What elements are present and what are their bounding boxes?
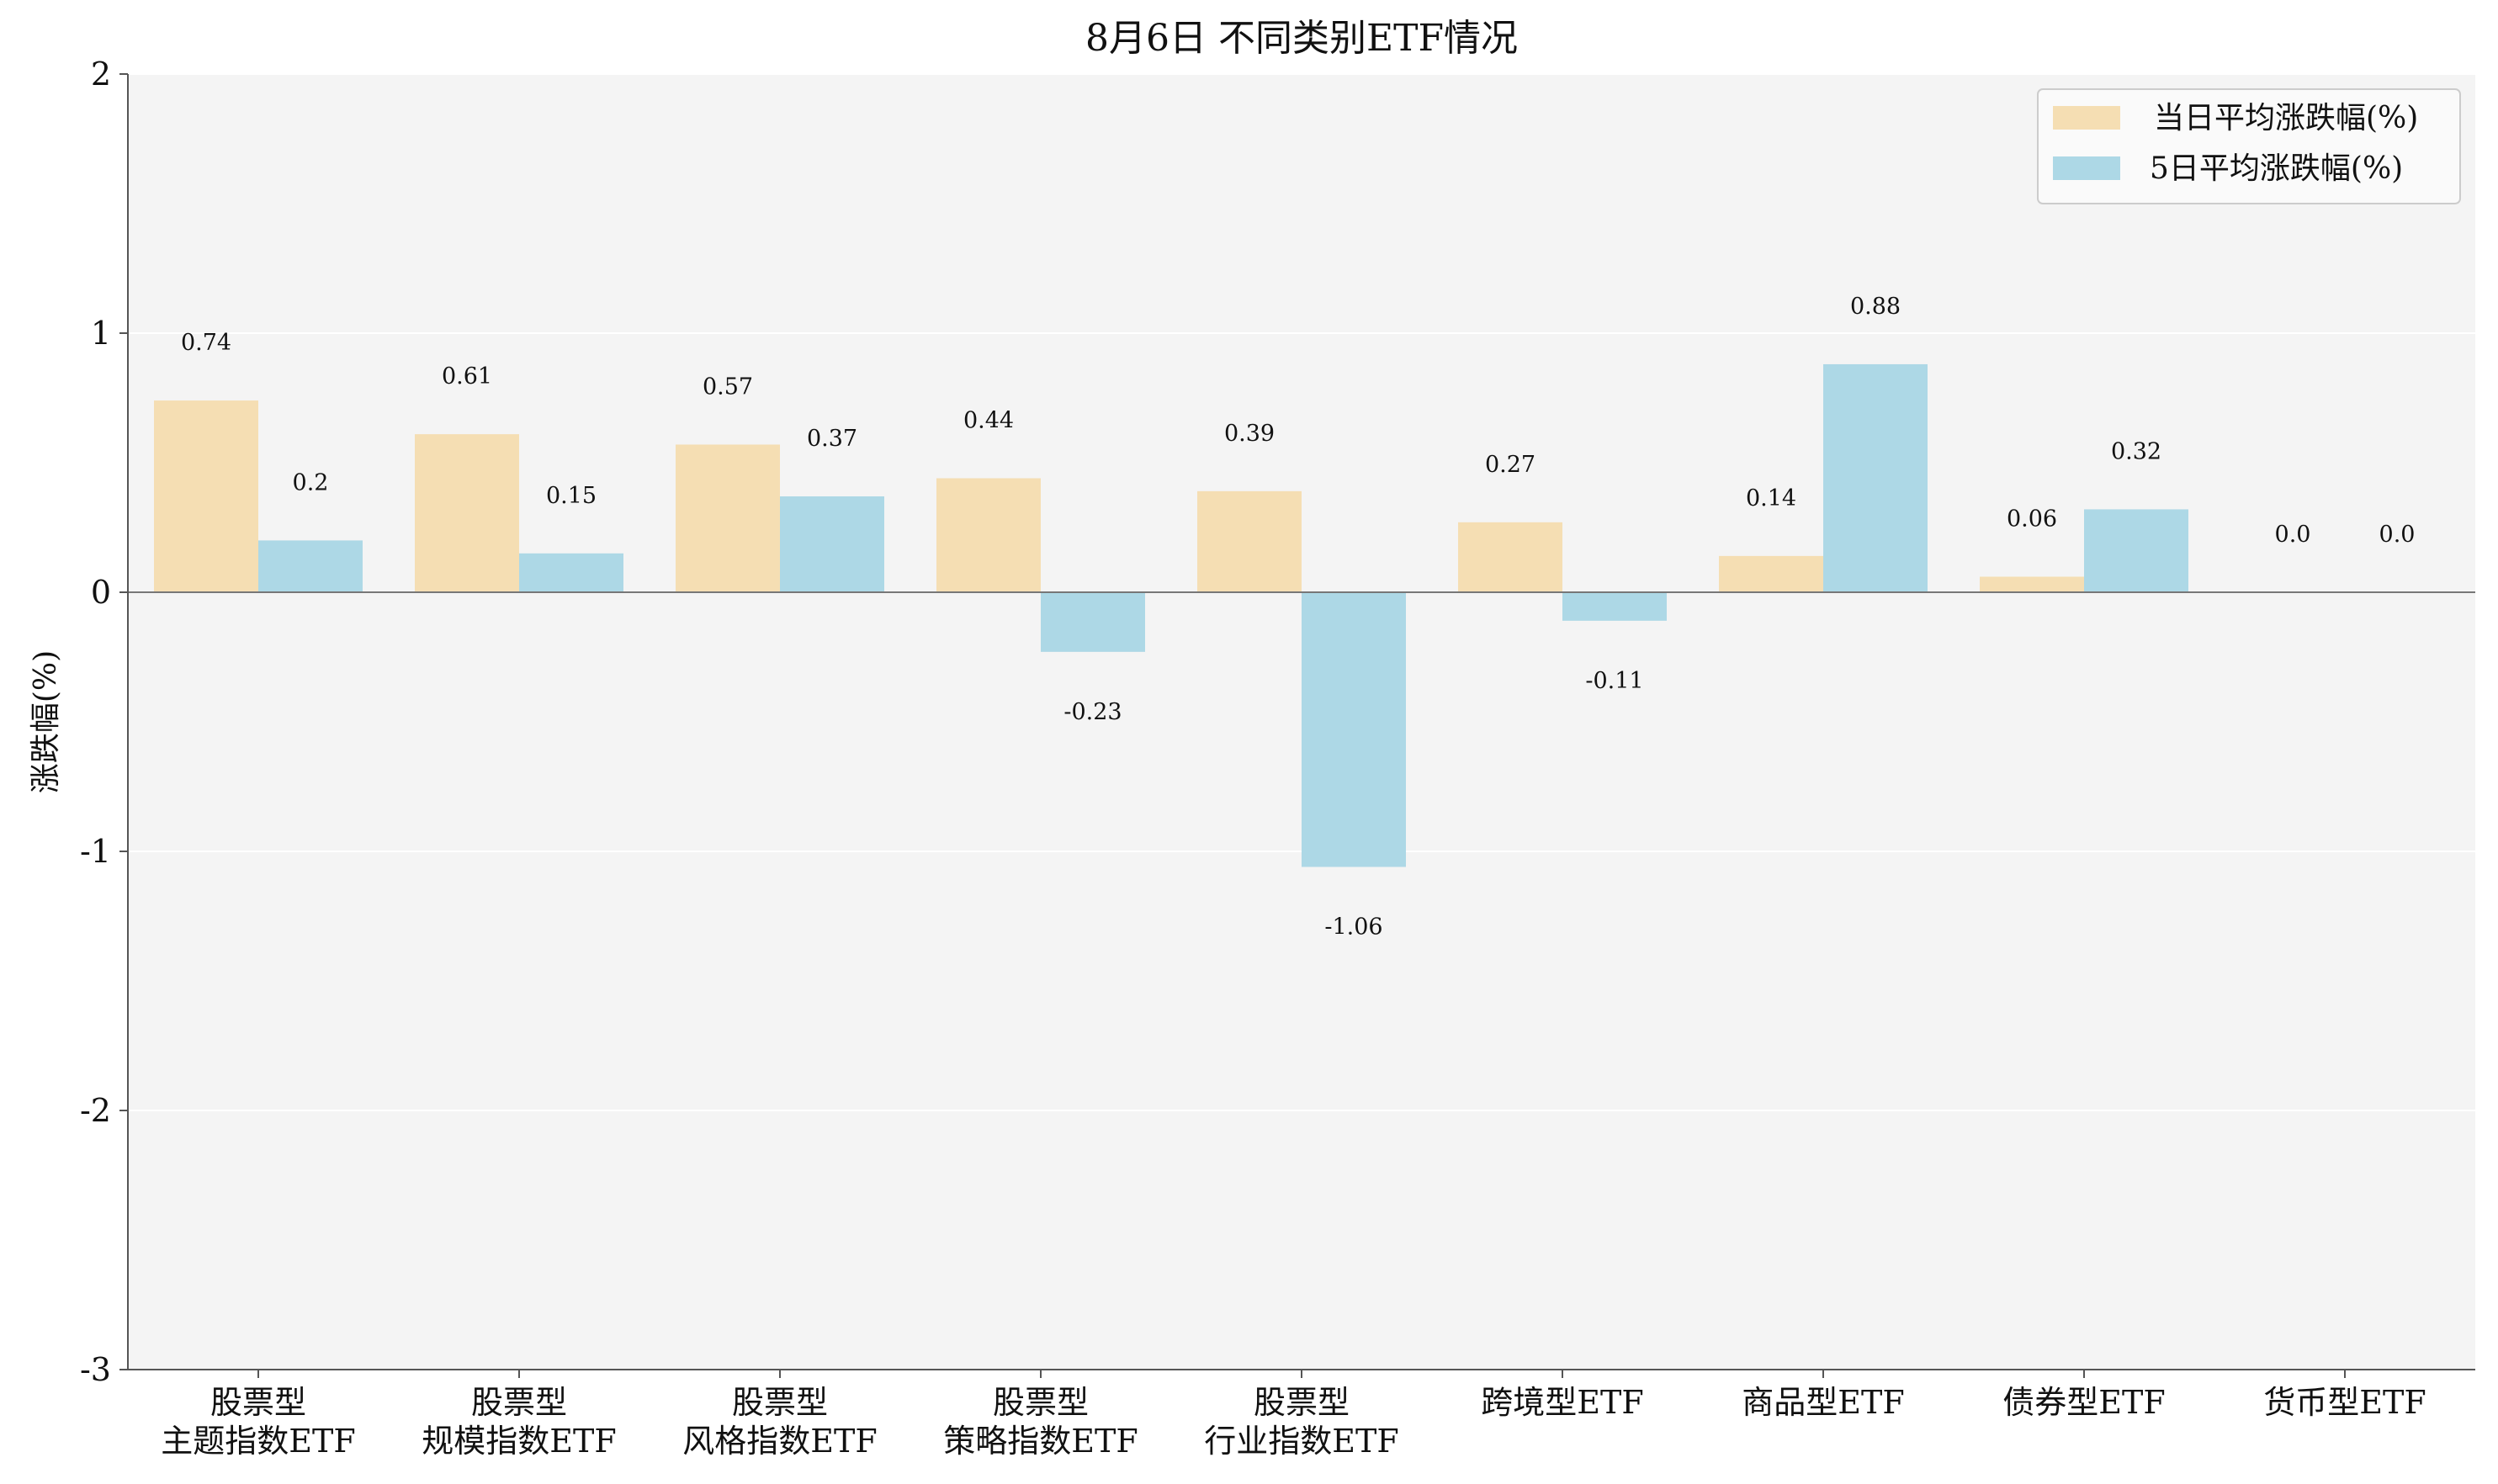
data-label: 0.06 (2007, 506, 2057, 533)
bar-daily (1458, 522, 1562, 592)
y-axis-label: 涨跌幅(%) (29, 650, 63, 793)
bar-5day (1823, 363, 1928, 592)
y-ticks: -3 -2 -1 0 1 2 (80, 56, 128, 1388)
legend-label-5day: 5日平均涨跌幅(%) (2150, 151, 2403, 186)
y-tick-label: 2 (91, 56, 111, 93)
bar-daily (1197, 490, 1302, 592)
x-tick-label: 跨境型ETF (1481, 1384, 1643, 1421)
bar-5day (1302, 592, 1406, 867)
data-label: 0.88 (1850, 294, 1901, 320)
bar-5day (258, 540, 363, 592)
bar-daily (415, 434, 519, 592)
data-label: -1.06 (1324, 914, 1382, 940)
bar-5day (1041, 592, 1145, 652)
y-tick-label: -2 (80, 1092, 111, 1129)
legend-box (2037, 88, 2461, 204)
x-tick-label: 货币型ETF (2263, 1384, 2426, 1421)
x-tick-label: 主题指数ETF (161, 1423, 355, 1460)
data-label: 0.0 (2275, 522, 2311, 548)
data-label: 0.32 (2111, 438, 2161, 464)
data-label: 0.0 (2379, 522, 2416, 548)
x-tick-label: 股票型 (993, 1384, 1089, 1421)
data-label: 0.15 (546, 483, 597, 509)
data-label: 0.39 (1224, 421, 1275, 447)
y-tick-label: 1 (91, 315, 111, 352)
bar-daily (154, 400, 258, 592)
data-label: 0.44 (963, 407, 1014, 433)
chart-title: 8月6日 不同类别ETF情况 (1085, 17, 1518, 60)
x-tick-label: 行业指数ETF (1204, 1423, 1398, 1460)
bar-5day (1562, 592, 1667, 621)
x-tick-label: 债券型ETF (2002, 1384, 2165, 1421)
data-label: -0.23 (1063, 699, 1122, 725)
x-tick-label: 规模指数ETF (422, 1423, 616, 1460)
x-tick-label: 商品型ETF (1742, 1384, 1904, 1421)
y-tick-label: 0 (91, 574, 111, 611)
bar-5day (519, 553, 623, 592)
legend-swatch-daily (2053, 106, 2120, 130)
x-tick-label: 策略指数ETF (943, 1423, 1138, 1460)
bar-5day (780, 496, 884, 592)
data-label: 0.37 (807, 426, 857, 452)
bar-5day (2084, 509, 2188, 592)
data-label: 0.27 (1485, 452, 1535, 478)
bars (154, 363, 2188, 867)
x-tick-label: 股票型 (210, 1384, 306, 1421)
x-tick-label: 股票型 (732, 1384, 828, 1421)
bar-daily (936, 478, 1041, 592)
data-label: -0.11 (1585, 668, 1643, 694)
data-labels: 0.74 0.2 0.61 0.15 0.57 0.37 0.44 -0.23 0.39 -1.0… (181, 294, 2416, 941)
y-tick-label: -3 (80, 1351, 111, 1388)
data-label: 0.2 (293, 469, 329, 496)
data-label: 0.74 (181, 330, 231, 356)
legend: 当日平均涨跌幅(%) 5日平均涨跌幅(%) (2037, 88, 2461, 204)
x-ticks: 股票型主题指数ETF股票型规模指数ETF股票型风格指数ETF股票型策略指数ETF… (161, 1370, 2426, 1460)
y-tick-label: -1 (80, 833, 111, 870)
x-tick-label: 风格指数ETF (682, 1423, 877, 1460)
bar-daily (1719, 555, 1823, 592)
x-tick-label: 股票型 (471, 1384, 567, 1421)
bar-daily (676, 444, 780, 592)
legend-swatch-5day (2053, 156, 2120, 180)
data-label: 0.61 (442, 363, 492, 390)
data-label: 0.57 (703, 374, 753, 400)
bar-daily (1980, 576, 2084, 592)
legend-label-daily: 当日平均涨跌幅(%) (2154, 101, 2418, 135)
x-tick-label: 股票型 (1254, 1384, 1350, 1421)
data-label: 0.14 (1746, 485, 1796, 511)
